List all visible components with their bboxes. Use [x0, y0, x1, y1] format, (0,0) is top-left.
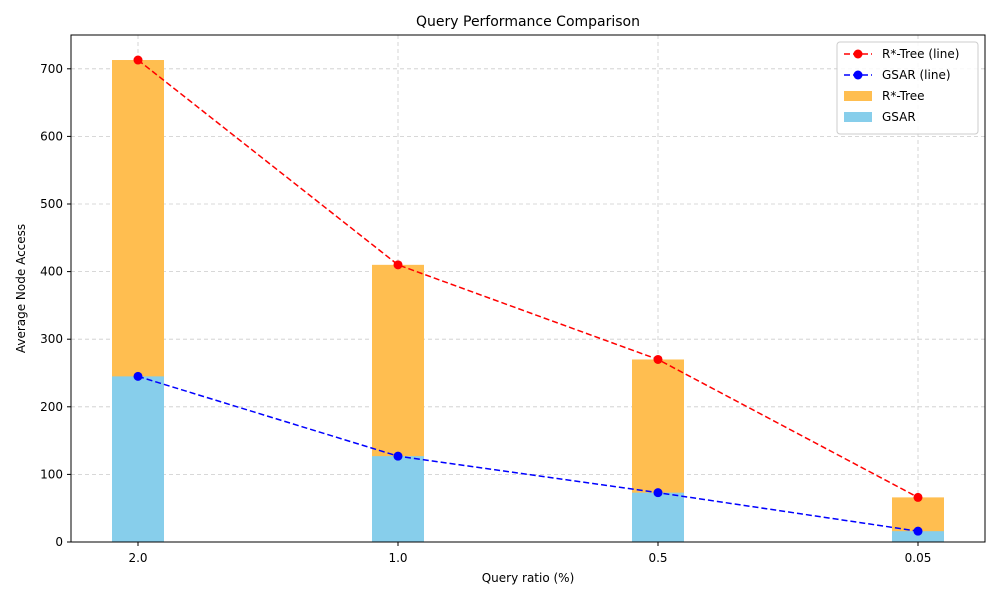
lines-layer — [133, 55, 923, 536]
point-r-tree-line--2 — [653, 354, 663, 364]
y-tick-label: 0 — [55, 535, 63, 549]
plot-frame — [70, 34, 986, 543]
bar-gsar-2 — [632, 492, 684, 542]
y-tick-label: 300 — [40, 332, 63, 346]
y-tick-label: 600 — [40, 129, 63, 143]
y-tick-label: 700 — [40, 62, 63, 76]
point-gsar-line--2 — [653, 488, 663, 498]
bar-gsar-0 — [112, 376, 164, 542]
legend-swatch-r-tree — [844, 91, 872, 101]
point-gsar-line--1 — [393, 451, 403, 461]
x-tick-label: 2.0 — [128, 551, 147, 565]
y-axis-label: Average Node Access — [14, 224, 28, 353]
legend-label-r-tree: R*-Tree — [882, 89, 925, 103]
point-r-tree-line--1 — [393, 260, 403, 270]
bar-gsar-1 — [372, 456, 424, 542]
chart-title: Query Performance Comparison — [416, 14, 640, 30]
legend: R*-Tree (line) GSAR (line) R*-Tree GSAR — [836, 41, 979, 135]
y-tick-label: 500 — [40, 197, 63, 211]
legend-label-gsar-line-: GSAR (line) — [882, 68, 951, 82]
y-tick-label: 200 — [40, 400, 63, 414]
x-tick-label: 1.0 — [388, 551, 407, 565]
line-gsar-line- — [137, 375, 919, 532]
legend-label-gsar: GSAR — [882, 110, 916, 124]
point-gsar-line--3 — [913, 526, 923, 536]
x-tick-label: 0.5 — [648, 551, 667, 565]
point-r-tree-line--3 — [913, 492, 923, 502]
legend-box — [836, 41, 979, 135]
bars-layer — [112, 60, 944, 543]
bar-gsar-3 — [892, 531, 944, 542]
legend-marker-r-tree-line- — [853, 49, 863, 59]
x-axis-label: Query ratio (%) — [482, 571, 575, 585]
point-r-tree-line--0 — [133, 55, 143, 65]
y-tick-label: 400 — [40, 265, 63, 279]
line-r-tree-line- — [137, 59, 919, 499]
y-tick-label: 100 — [40, 467, 63, 481]
legend-swatch-gsar — [844, 112, 872, 122]
x-tick-label: 0.05 — [905, 551, 932, 565]
legend-label-r-tree-line-: R*-Tree (line) — [882, 47, 959, 61]
legend-marker-gsar-line- — [853, 70, 863, 80]
point-gsar-line--0 — [133, 371, 143, 381]
ticks-layer: 0 100 200 300 400 500 600 700 2.0 1.0 0.5 0.05 — [40, 62, 931, 565]
